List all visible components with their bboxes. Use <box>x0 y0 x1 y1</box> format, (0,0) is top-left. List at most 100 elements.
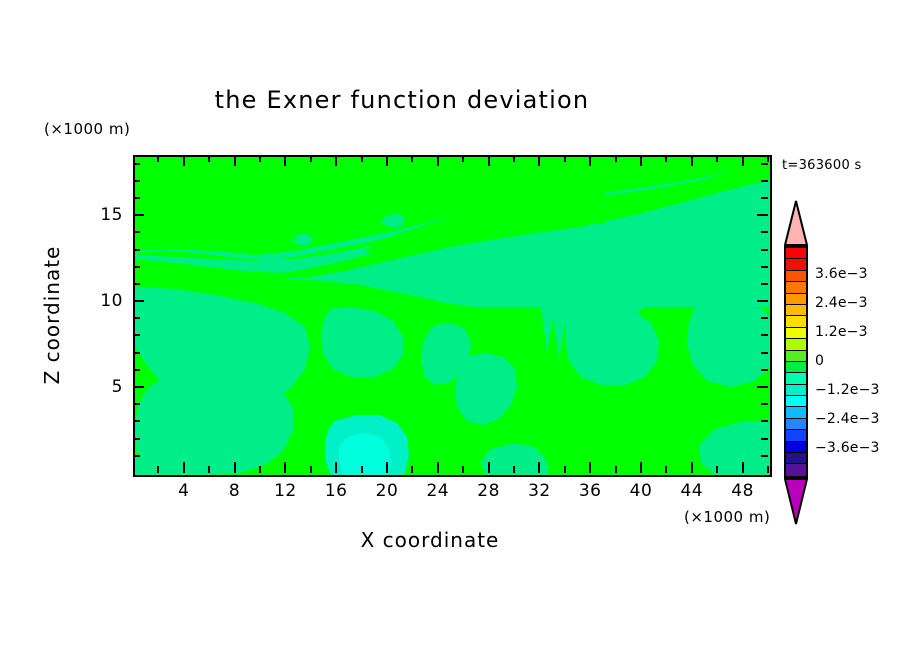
y-tick-minor <box>133 196 140 199</box>
colorbar-band <box>786 373 806 385</box>
x-tick-major-top <box>386 155 388 166</box>
x-tick-minor-top <box>767 155 769 162</box>
x-tick-minor <box>513 466 515 473</box>
y-tick-label: 5 <box>111 377 123 398</box>
y-tick-minor-right <box>761 282 768 285</box>
x-tick-major <box>386 462 388 473</box>
x-tick-label: 44 <box>680 481 704 501</box>
x-tick-minor <box>716 466 719 473</box>
y-tick-minor-right <box>761 368 768 371</box>
contour-field <box>135 157 770 475</box>
colorbar-band <box>786 464 806 476</box>
y-tick-minor <box>133 420 140 423</box>
y-tick-minor-right <box>761 248 768 251</box>
time-annotation: t=363600 s <box>782 158 862 173</box>
x-tick-minor-top <box>665 155 668 162</box>
x-tick-minor <box>767 466 769 473</box>
y-axis-title: Z coordinate <box>40 245 64 385</box>
x-tick-minor-top <box>309 155 312 162</box>
y-tick-minor <box>133 179 140 182</box>
x-tick-minor <box>157 466 160 473</box>
x-tick-major <box>538 462 541 473</box>
x-tick-label: 28 <box>477 481 500 501</box>
x-tick-major-top <box>538 155 541 166</box>
y-tick-major <box>133 214 144 217</box>
colorbar-band <box>786 304 806 317</box>
colorbar-over-arrow <box>784 200 808 246</box>
x-tick-label: 36 <box>578 481 602 501</box>
x-tick-major <box>589 462 592 473</box>
x-tick-major-top <box>436 155 439 166</box>
x-tick-major-top <box>182 155 185 166</box>
x-tick-major <box>284 462 287 473</box>
x-tick-major-top <box>589 155 592 166</box>
x-tick-minor <box>208 466 211 473</box>
x-tick-label: 20 <box>375 481 399 501</box>
y-tick-minor-right <box>761 317 768 320</box>
x-axis-title-text: X coordinate <box>360 528 500 552</box>
y-tick-minor-right <box>761 403 768 406</box>
x-tick-minor <box>411 466 414 473</box>
x-tick-minor-top <box>462 155 465 162</box>
x-tick-label: 16 <box>324 481 348 501</box>
x-tick-major-top <box>640 155 642 166</box>
x-tick-major <box>335 462 338 473</box>
y-tick-minor-right <box>761 231 768 234</box>
colorbar-band <box>786 384 806 397</box>
plot-title-text: the Exner function deviation <box>214 86 590 114</box>
colorbar-band <box>786 316 806 328</box>
y-tick-major <box>133 300 144 303</box>
x-tick-minor-top <box>208 155 211 162</box>
x-tick-major-top <box>487 155 490 166</box>
x-tick-major <box>182 462 185 473</box>
x-tick-minor <box>462 466 465 473</box>
y-tick-minor-right <box>761 420 768 423</box>
y-tick-minor-right <box>761 351 768 354</box>
colorbar: 3.6e−3 2.4e−3 1.2e−3 0 −1.2e−3 −2.4e−3 −3.6e−3 <box>781 200 879 525</box>
colorbar-tick-label: −1.2e−3 <box>815 382 880 398</box>
y-tick-major <box>133 386 144 389</box>
colorbar-band <box>786 259 806 271</box>
y-tick-label: 10 <box>100 291 123 312</box>
x-tick-major-top <box>690 155 693 166</box>
colorbar-tick-label: 0 <box>815 353 825 369</box>
y-tick-minor <box>133 437 140 440</box>
x-tick-minor <box>665 466 668 473</box>
x-tick-label: 24 <box>426 481 450 501</box>
x-tick-label: 12 <box>274 481 297 501</box>
x-tick-minor-top <box>513 155 515 162</box>
x-tick-label: 48 <box>731 481 754 501</box>
colorbar-tick-label: 3.6e−3 <box>815 266 868 282</box>
page-title: the Exner function deviation <box>0 86 904 114</box>
x-tick-minor-top <box>360 155 363 162</box>
x-tick-minor-top <box>563 155 566 162</box>
y-tick-minor-right <box>761 179 768 182</box>
plot-area <box>133 155 772 477</box>
y-tick-minor <box>133 248 140 251</box>
x-tick-major <box>487 462 490 473</box>
colorbar-band <box>786 293 806 305</box>
x-tick-major <box>741 462 744 473</box>
y-tick-major-right <box>757 386 768 389</box>
x-tick-label: 8 <box>228 481 241 501</box>
x-tick-major <box>233 462 236 473</box>
x-tick-minor-top <box>411 155 414 162</box>
y-tick-minor <box>133 282 140 285</box>
colorbar-tick-label: −3.6e−3 <box>815 440 880 456</box>
y-tick-minor <box>133 351 140 354</box>
colorbar-tick-labels: 3.6e−3 2.4e−3 1.2e−3 0 −1.2e−3 −2.4e−3 −3.6e−3 <box>815 246 895 478</box>
x-tick-label: 40 <box>629 481 653 501</box>
x-tick-minor-top <box>157 155 160 162</box>
x-tick-major-top <box>335 155 338 166</box>
y-tick-major-right <box>757 300 768 303</box>
x-tick-minor <box>259 466 261 473</box>
y-tick-label: 15 <box>100 205 123 226</box>
x-tick-minor <box>309 466 312 473</box>
colorbar-bands <box>784 246 808 478</box>
x-tick-major <box>436 462 439 473</box>
colorbar-band <box>786 327 806 340</box>
y-tick-minor-right <box>761 334 768 337</box>
y-tick-minor <box>133 231 140 234</box>
y-tick-minor <box>133 317 140 320</box>
colorbar-band <box>786 396 806 408</box>
